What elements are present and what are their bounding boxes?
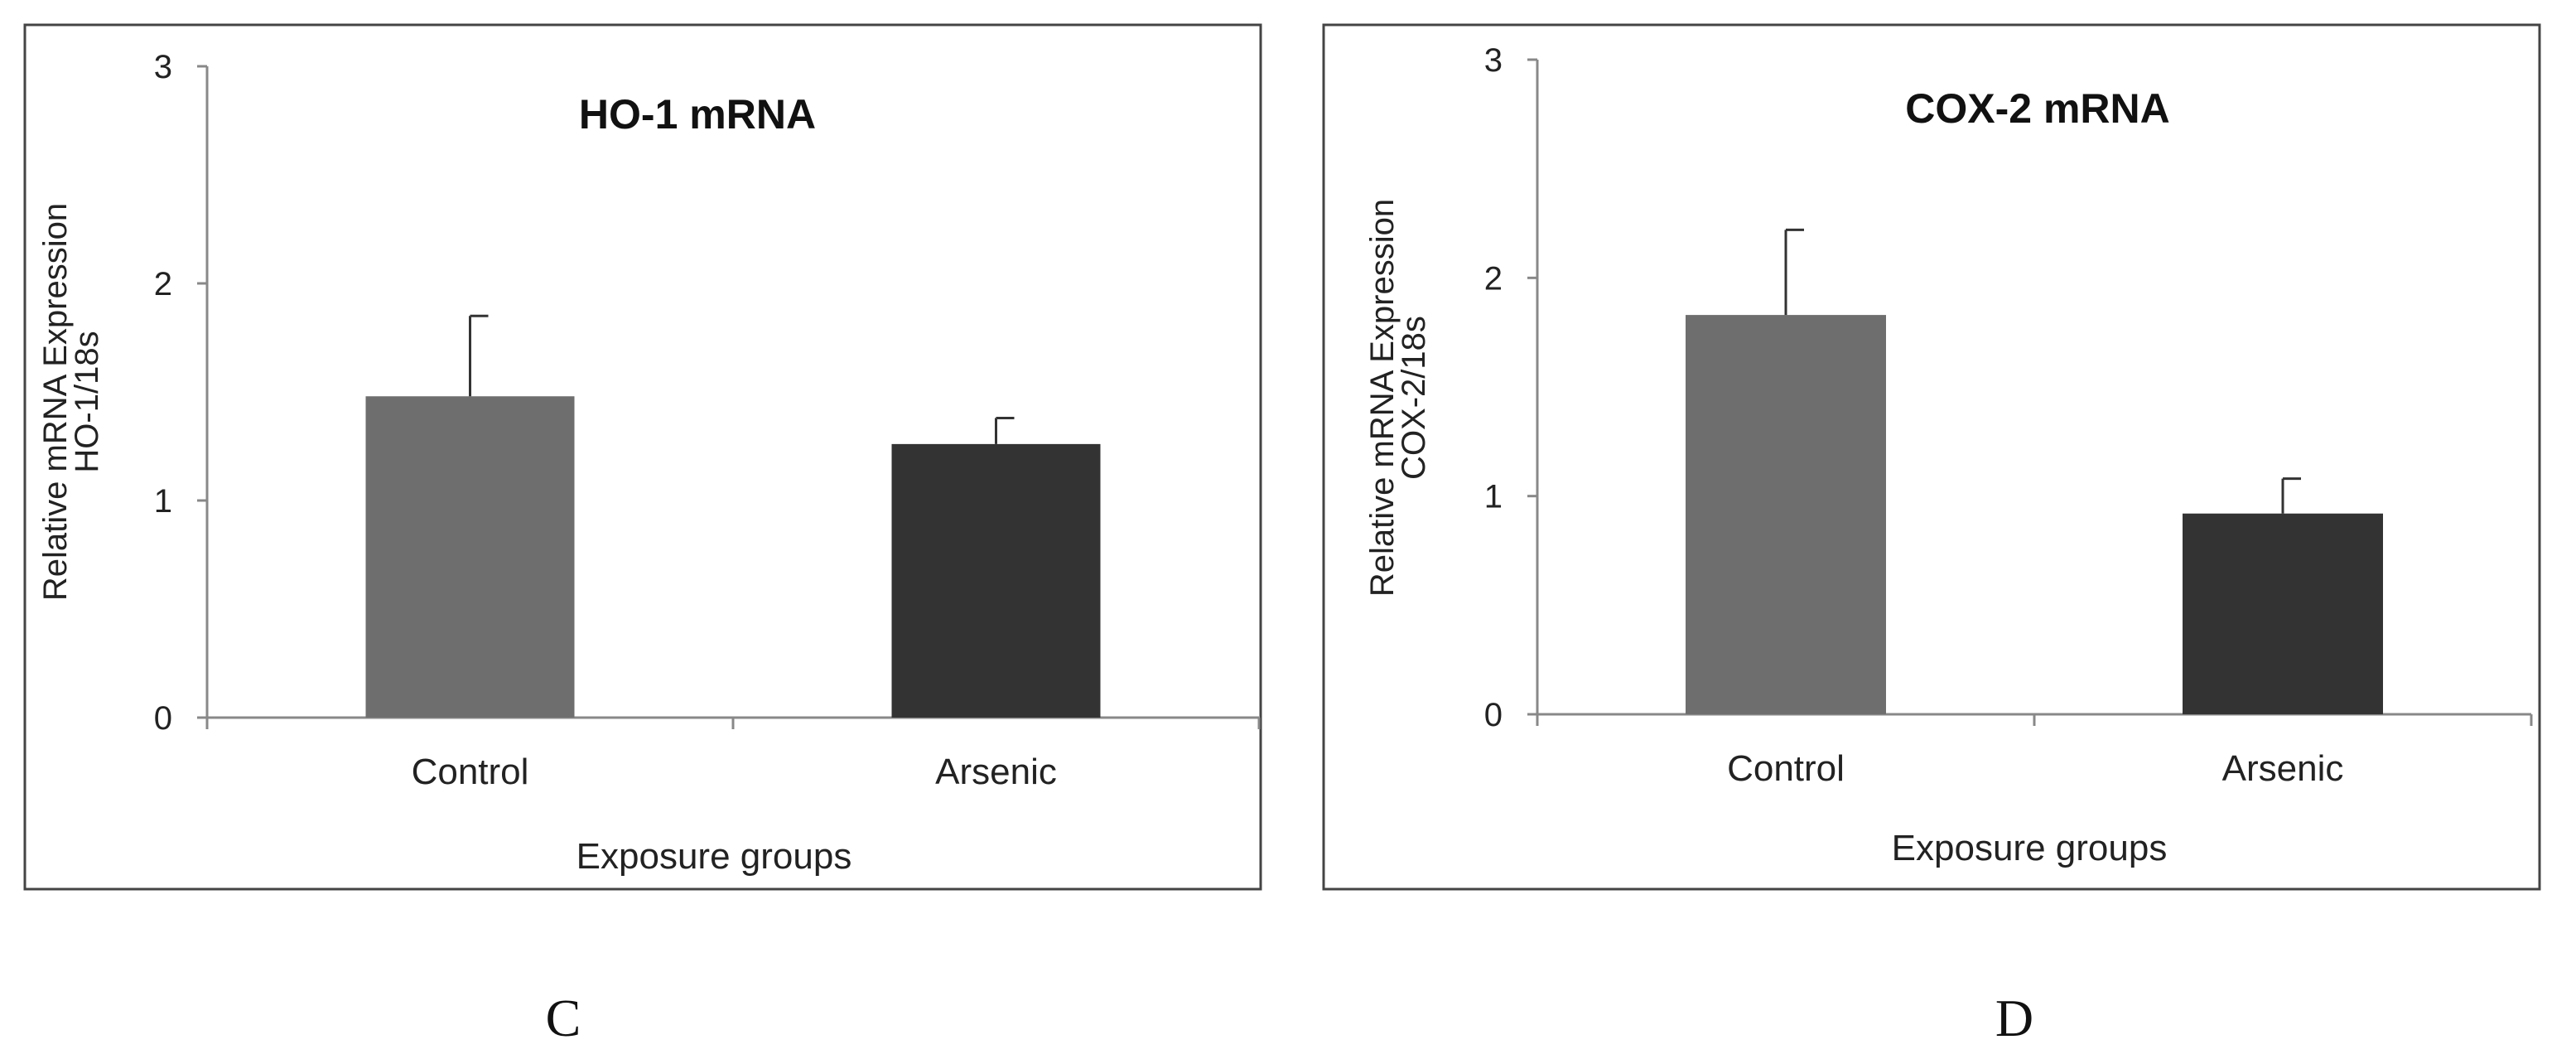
bar-arsenic: [891, 443, 1101, 718]
chart-cox2: 0 1 2 3 Control Arsenic COX-2 mRNA Relative mRN…: [1322, 23, 2541, 1047]
y-axis-label: Relative mRNA Expression: [1364, 199, 1401, 597]
x-axis-label: Exposure groups: [1892, 828, 2168, 868]
y-tick-label: 1: [154, 483, 172, 520]
x-tick-label: Arsenic: [935, 752, 1057, 792]
y-axis-label: Relative mRNA Expression: [37, 203, 74, 601]
x-axis-label: Exposure groups: [576, 836, 852, 877]
y-tick-label: 1: [1484, 479, 1503, 515]
y-tick-label: 3: [154, 49, 172, 85]
bar-arsenic: [2183, 513, 2383, 714]
y-tick-label: 3: [1484, 42, 1503, 79]
y-tick-label: 0: [1484, 697, 1503, 733]
bar-control: [1686, 315, 1886, 714]
chart-title: HO-1 mRNA: [579, 91, 816, 138]
x-tick-label: Control: [412, 752, 529, 792]
x-tick-label: Control: [1727, 748, 1845, 789]
panel-label: D: [1995, 989, 2033, 1047]
y-tick-label: 2: [154, 266, 172, 302]
y-axis-label-sub: HO-1/18s: [69, 331, 105, 472]
bar-control: [365, 396, 575, 718]
x-tick-label: Arsenic: [2222, 748, 2344, 789]
y-tick-label: 0: [154, 700, 172, 737]
y-axis-label-sub: COX-2/18s: [1396, 316, 1432, 480]
chart-ho1: 0 1 2 3 Control Arsenic HO-1 mRNA Relative mRNA…: [23, 23, 1262, 1047]
panel-label: C: [546, 989, 581, 1047]
chart-frame: [1322, 23, 2541, 891]
chart-title: COX-2 mRNA: [1905, 85, 2169, 132]
y-tick-label: 2: [1484, 260, 1503, 297]
chart-frame: [23, 23, 1262, 891]
